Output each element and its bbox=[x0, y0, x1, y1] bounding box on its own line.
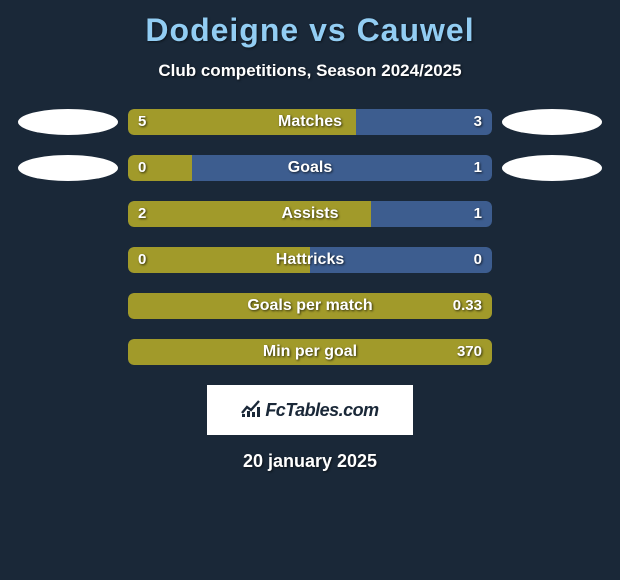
player2-value: 370 bbox=[457, 339, 482, 365]
stat-label: Min per goal bbox=[263, 339, 357, 365]
stat-row: 0 Hattricks 0 bbox=[8, 247, 612, 273]
player2-value: 0.33 bbox=[453, 293, 482, 319]
player2-avatar-slot bbox=[492, 293, 612, 319]
page-title: Dodeigne vs Cauwel bbox=[8, 12, 612, 49]
player2-value: 0 bbox=[474, 247, 482, 273]
stat-label: Goals bbox=[288, 155, 332, 181]
stat-label: Hattricks bbox=[276, 247, 344, 273]
player1-avatar-slot bbox=[8, 201, 128, 227]
stat-bar: Goals per match 0.33 bbox=[128, 293, 492, 319]
stat-bar: 5 Matches 3 bbox=[128, 109, 492, 135]
player2-fill bbox=[192, 155, 492, 181]
player2-avatar-slot bbox=[492, 201, 612, 227]
comparison-bars: 5 Matches 3 0 Goals 1 bbox=[8, 109, 612, 365]
player2-value: 3 bbox=[474, 109, 482, 135]
player1-value: 5 bbox=[138, 109, 146, 135]
stat-bar: Min per goal 370 bbox=[128, 339, 492, 365]
stat-row: 5 Matches 3 bbox=[8, 109, 612, 135]
player1-avatar-slot bbox=[8, 109, 128, 135]
chart-icon bbox=[241, 399, 261, 422]
logo-text: FcTables.com bbox=[265, 400, 378, 421]
player2-value: 1 bbox=[474, 155, 482, 181]
stat-bar: 0 Hattricks 0 bbox=[128, 247, 492, 273]
player1-avatar-icon bbox=[18, 109, 118, 135]
stat-label: Goals per match bbox=[247, 293, 372, 319]
date-text: 20 january 2025 bbox=[8, 451, 612, 472]
player1-value: 2 bbox=[138, 201, 146, 227]
subtitle: Club competitions, Season 2024/2025 bbox=[8, 61, 612, 81]
player1-avatar-slot bbox=[8, 247, 128, 273]
player2-avatar-slot bbox=[492, 339, 612, 365]
player2-value: 1 bbox=[474, 201, 482, 227]
player2-avatar-icon bbox=[502, 155, 602, 181]
stat-label: Assists bbox=[282, 201, 339, 227]
player2-avatar-slot bbox=[492, 155, 612, 181]
stat-row: Min per goal 370 bbox=[8, 339, 612, 365]
stat-bar: 0 Goals 1 bbox=[128, 155, 492, 181]
player1-value: 0 bbox=[138, 247, 146, 273]
stat-row: 2 Assists 1 bbox=[8, 201, 612, 227]
player1-value: 0 bbox=[138, 155, 146, 181]
player2-avatar-slot bbox=[492, 247, 612, 273]
player2-fill bbox=[356, 109, 493, 135]
player1-avatar-slot bbox=[8, 339, 128, 365]
stat-bar: 2 Assists 1 bbox=[128, 201, 492, 227]
player1-avatar-slot bbox=[8, 293, 128, 319]
stat-row: 0 Goals 1 bbox=[8, 155, 612, 181]
stat-row: Goals per match 0.33 bbox=[8, 293, 612, 319]
player2-avatar-slot bbox=[492, 109, 612, 135]
player1-avatar-slot bbox=[8, 155, 128, 181]
player1-avatar-icon bbox=[18, 155, 118, 181]
fctables-logo: FcTables.com bbox=[207, 385, 413, 435]
stat-label: Matches bbox=[278, 109, 342, 135]
player2-avatar-icon bbox=[502, 109, 602, 135]
